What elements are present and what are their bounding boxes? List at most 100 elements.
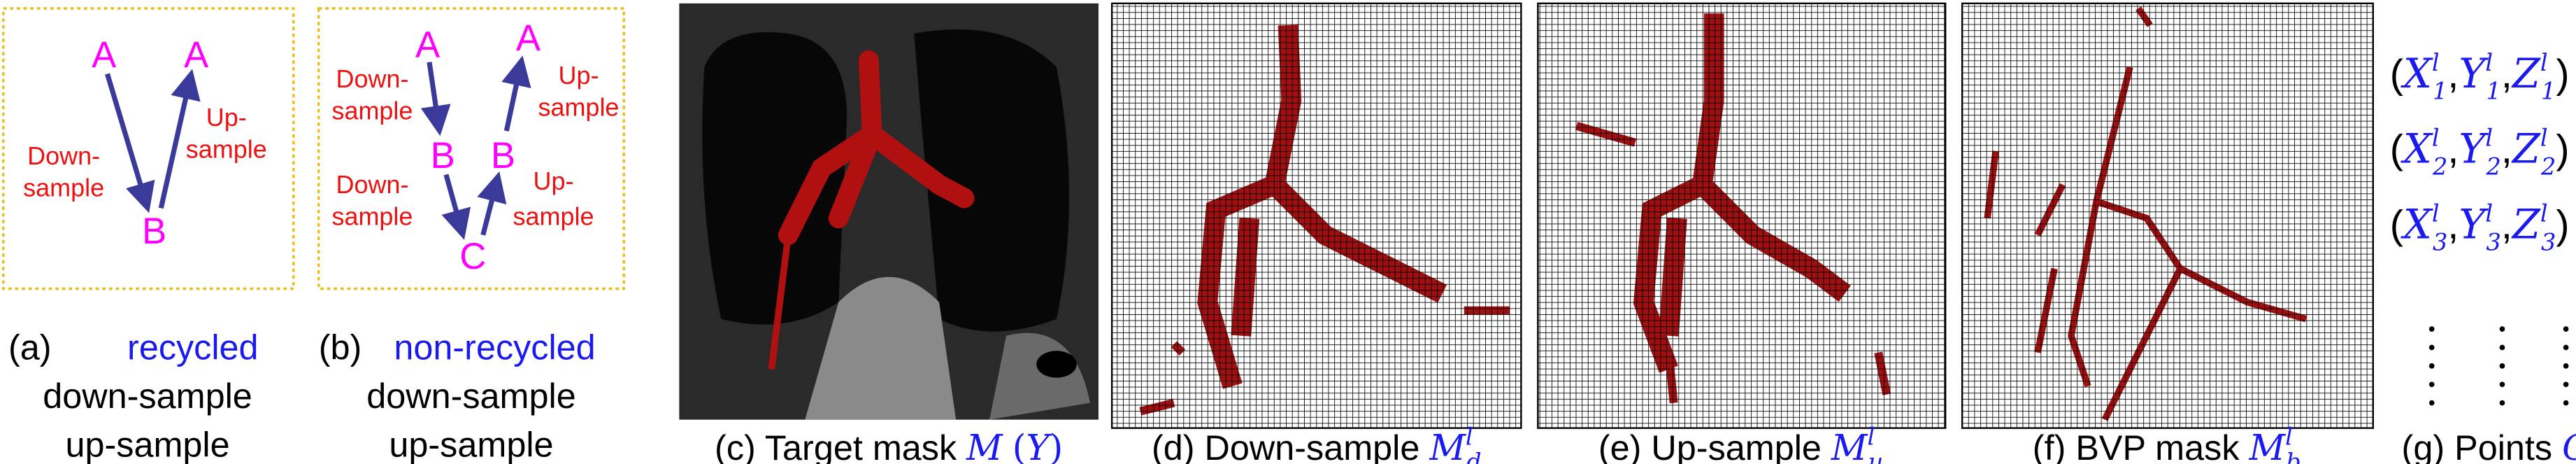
superscript: l xyxy=(2485,49,2493,76)
superscript: l xyxy=(2540,200,2548,227)
edge-label: Up- xyxy=(533,167,573,195)
superscript: l xyxy=(1466,423,1473,451)
lung xyxy=(702,32,847,325)
edge-label: Down- xyxy=(336,170,408,199)
superscript: l xyxy=(2485,125,2493,152)
paren: ( xyxy=(2390,127,2403,172)
air xyxy=(1036,351,1077,378)
superscript: l xyxy=(1868,423,1875,451)
separator: , xyxy=(2501,52,2512,97)
caption: (d) Down-sample Ml d xyxy=(1152,423,1482,464)
caption-line: down-sample xyxy=(366,376,576,416)
edge-label: sample xyxy=(538,93,619,122)
superscript: l xyxy=(2540,125,2548,152)
subscript: 1 xyxy=(2486,78,2501,105)
variable: Y xyxy=(2459,202,2489,248)
symbol: C xyxy=(2562,427,2576,464)
superscript: l xyxy=(2540,49,2548,76)
subscript: 2 xyxy=(2486,153,2501,180)
edge-label: sample xyxy=(513,202,594,230)
grid xyxy=(1537,2,1947,429)
caption-text: (e) Up-sample xyxy=(1598,428,1822,464)
subscript: 3 xyxy=(2541,228,2556,255)
variable: Z xyxy=(2511,126,2541,173)
edge-label: Down- xyxy=(27,141,100,170)
paren: ( xyxy=(2390,203,2403,248)
paren: ) xyxy=(2556,203,2569,248)
subscript: d xyxy=(1466,449,1482,464)
paren: ) xyxy=(2556,52,2569,97)
edge-label: Up- xyxy=(558,61,599,90)
ellipsis xyxy=(2428,326,2569,406)
edge-label: sample xyxy=(23,174,104,202)
panel-a: A A B Down- sample Up- sample (a) recycl… xyxy=(1,7,295,464)
variable: Z xyxy=(2511,50,2541,97)
superscript: l xyxy=(2285,423,2293,451)
arrow xyxy=(441,174,471,240)
subscript: 3 xyxy=(2433,228,2447,255)
lung xyxy=(914,29,1070,332)
arrow xyxy=(501,55,531,132)
caption-line: up-sample xyxy=(389,424,553,464)
panel-g: (g) Points Clb (Xl1,Yl1,Zl1) (Xl2,Yl2,Zl2… xyxy=(2390,49,2576,464)
node: B xyxy=(142,211,166,252)
variable: X xyxy=(2400,50,2433,97)
subscript: u xyxy=(1868,449,1884,464)
panel-d: (d) Down-sample Ml d xyxy=(1110,2,1522,464)
caption: (e) Up-sample Ml u xyxy=(1598,423,1883,464)
caption-text: (g) Points xyxy=(2402,428,2553,464)
symbol: M xyxy=(1429,427,1466,464)
node: A xyxy=(415,24,441,66)
separator: , xyxy=(2447,127,2459,172)
mask xyxy=(778,50,975,246)
arrow xyxy=(158,69,201,209)
panel-f: (f) BVP mask Ml b xyxy=(1961,2,2374,464)
subscript: b xyxy=(2286,449,2300,464)
panel-b: A A B B C Down- sample Up- sample Down- … xyxy=(317,7,626,464)
paren: ) xyxy=(2556,127,2569,172)
edge-label: Down- xyxy=(336,64,408,93)
arrow xyxy=(420,62,451,136)
grid xyxy=(1961,2,2374,429)
point-row: (Xl 3,Yl 3,Zl 3) xyxy=(2390,200,2570,256)
node: B xyxy=(431,135,455,176)
caption-label: (a) xyxy=(8,327,52,367)
arrow xyxy=(105,73,155,213)
separator: , xyxy=(2447,203,2459,248)
caption: (c) Target mask M (Y) xyxy=(715,427,1063,464)
symbol: M xyxy=(2249,427,2287,464)
caption-text: (d) Down-sample xyxy=(1152,428,1419,464)
variable: Y xyxy=(2459,126,2489,173)
paren: ( xyxy=(2390,52,2403,97)
caption-highlight: recycled xyxy=(127,327,259,367)
separator: , xyxy=(2447,52,2459,97)
paren: ( xyxy=(1012,427,1026,464)
subscript: 3 xyxy=(2486,228,2501,255)
node: B xyxy=(491,135,515,176)
symbol: M xyxy=(1831,427,1868,464)
caption-text: (f) BVP mask xyxy=(2033,428,2240,464)
node: A xyxy=(516,17,541,59)
node: A xyxy=(184,34,209,76)
point-row: (Xl 1,Yl 1,Zl 1) xyxy=(2390,49,2570,105)
caption: (g) Points Clb xyxy=(2402,423,2576,464)
variable: Y xyxy=(2459,50,2489,97)
point-row: (Xl 2,Yl 2,Zl 2) xyxy=(2390,125,2570,181)
edge-label: sample xyxy=(186,134,267,163)
caption-line: up-sample xyxy=(65,424,229,464)
caption-highlight: non-recycled xyxy=(394,327,595,367)
superscript: l xyxy=(2432,125,2440,152)
node: C xyxy=(459,236,486,277)
symbol: M xyxy=(966,427,1003,464)
superscript: l xyxy=(2432,49,2440,76)
subscript: 1 xyxy=(2541,78,2556,105)
dashed-box xyxy=(317,7,626,290)
superscript: l xyxy=(2432,200,2440,227)
panel-c: (c) Target mask M (Y) xyxy=(679,3,1099,464)
superscript: l xyxy=(2485,200,2493,227)
separator: , xyxy=(2501,127,2512,172)
paren: ) xyxy=(1050,427,1064,464)
dashed-box xyxy=(1,7,295,290)
caption-label: (b) xyxy=(319,327,362,367)
subscript: 2 xyxy=(2432,153,2447,180)
